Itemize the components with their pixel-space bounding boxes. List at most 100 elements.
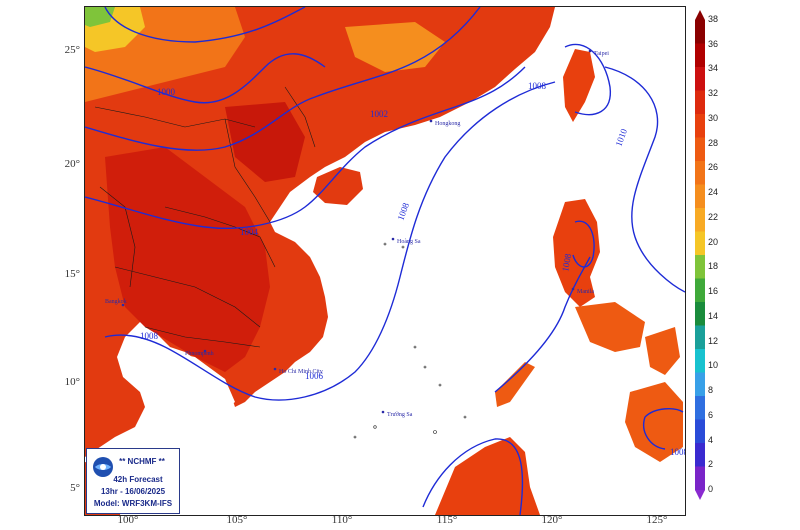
lon-tick-125: 125° [646, 514, 668, 526]
isobar-label-1004: 1004 [240, 227, 259, 237]
isobar-1008-b [564, 43, 611, 116]
colorbar-cell [695, 184, 705, 209]
isobar-1008-d [422, 438, 524, 515]
taiwan-island [563, 49, 595, 122]
colorbar-tick-label: 12 [708, 335, 719, 346]
mindanao-island [625, 382, 683, 462]
colorbar-tick-label: 24 [708, 187, 719, 198]
colorbar-cell [695, 208, 705, 232]
colorbar-tick-label: 4 [708, 434, 714, 445]
place-truong-sa: Trường Sa [387, 412, 413, 418]
colorbar-cell [695, 278, 705, 303]
map-canvas: 1000 1002 1004 1006 1008 1008 1010 1008 … [85, 7, 685, 515]
isobar-label-1008-east: 1008 [670, 447, 685, 457]
borneo-island [435, 437, 540, 515]
colorbar-tick-label: 18 [708, 261, 719, 272]
bangkok-marker [121, 303, 125, 307]
visayas-islands [575, 302, 645, 352]
isobar-1008-c [572, 220, 595, 268]
lon-tick-120: 120° [541, 514, 563, 526]
isobar-label-1006: 1006 [305, 371, 324, 381]
samar-leyte [645, 327, 680, 375]
colorbar-arrow-top [695, 10, 705, 20]
truong-sa-marker [381, 410, 385, 414]
hoang-sa-marker [391, 237, 395, 241]
legend-forecast: 42h Forecast [113, 475, 163, 484]
place-hcmc: Ho Chi Minh City [279, 369, 323, 375]
colorbar-cell [695, 20, 705, 44]
colorbar-tick-label: 34 [708, 63, 719, 74]
colorbar-cell [695, 90, 705, 115]
isobar-label-1008-luzon: 1008 [560, 252, 573, 272]
country-borders [94, 86, 316, 348]
place-hongkong: Hongkong [435, 121, 460, 127]
hainan-island [313, 167, 363, 205]
lon-tick-105: 105° [226, 514, 248, 526]
phnompenh-marker [203, 349, 207, 353]
forecast-map: 1000 1002 1004 1006 1008 1008 1010 1008 … [84, 6, 686, 516]
isobar-1008-f [494, 256, 591, 393]
gulf-of-thailand [145, 347, 235, 427]
colorbar-tick-label: 22 [708, 211, 719, 222]
colorbar-tick-label: 6 [708, 409, 714, 420]
legend-valid-time: 13hr - 16/06/2025 [100, 487, 166, 496]
colorbar-cell [695, 466, 705, 491]
colorbar-cell [695, 231, 705, 256]
colorbar-cell [695, 443, 705, 467]
isobar-1004 [85, 7, 481, 151]
colorbar-cell [695, 396, 705, 420]
colorbar-cell [695, 161, 705, 185]
hcmc-marker [273, 367, 277, 371]
isobar-1008-e [643, 408, 684, 450]
colorbar-tick-label: 28 [708, 137, 719, 148]
isobar-label-1008-taiwan: 1008 [528, 81, 547, 91]
manila-marker [571, 287, 575, 291]
place-labels: Hoàng Sa Trường Sa Hongkong Taipei Manil… [105, 49, 609, 418]
colorbar-tick-label: 32 [708, 88, 719, 99]
temperature-colorbar [695, 10, 705, 500]
hongkong-marker [429, 119, 433, 123]
nchmf-logo-icon [93, 457, 113, 477]
colorbar-tick-label: 26 [708, 162, 719, 173]
colorbar-cell [695, 302, 705, 326]
place-phnompenh: Phnompenh [185, 351, 214, 357]
isobar-1002 [104, 7, 306, 43]
palawan-island [495, 362, 535, 407]
colorbar-cell [695, 43, 705, 68]
lon-tick-100: 100° [117, 514, 139, 526]
colorbar-arrow-bottom [695, 490, 705, 500]
place-manila: Manila [577, 289, 594, 295]
hot-region-north [225, 102, 305, 182]
colorbar-tick-label: 8 [708, 385, 714, 396]
colorbar-tick-label: 38 [708, 14, 719, 24]
isobar-1000 [85, 53, 326, 104]
place-bangkok: Bangkok [105, 299, 127, 305]
isobar-1010 [604, 66, 685, 293]
legend-agency: ** NCHMF ** [119, 457, 165, 466]
colorbar-cell [695, 255, 705, 279]
colorbar-tick-label: 20 [708, 236, 719, 247]
colorbar-tick-label: 14 [708, 310, 719, 321]
colorbar-cell [695, 137, 705, 162]
lat-tick-10: 10° [64, 376, 80, 388]
taipei-marker [588, 49, 592, 53]
isobar-1008-a [104, 81, 556, 401]
lat-tick-20: 20° [64, 158, 80, 170]
colorbar-tick-label: 2 [708, 459, 714, 470]
isobar-label-1000: 1000 [157, 87, 176, 97]
isobar-label-1002: 1002 [370, 109, 388, 119]
colorbar-cell [695, 67, 705, 91]
colorbar-tick-label: 36 [708, 38, 719, 49]
lat-tick-25: 25° [64, 44, 80, 56]
legend-model: Model: WRF3KM-IFS [93, 499, 173, 508]
colorbar-tick-label: 16 [708, 286, 719, 297]
hot-region-west [105, 147, 270, 372]
colorbar-cell [695, 349, 705, 373]
place-taipei: Taipei [594, 51, 609, 57]
colorbar-tick-label: 30 [708, 112, 719, 123]
colorbar-cell [695, 325, 705, 350]
isobar-label-1008-west: 1008 [140, 331, 159, 341]
lon-tick-115: 115° [436, 514, 458, 526]
place-hoang-sa: Hoàng Sa [397, 239, 421, 245]
isobar-1006 [85, 66, 526, 229]
